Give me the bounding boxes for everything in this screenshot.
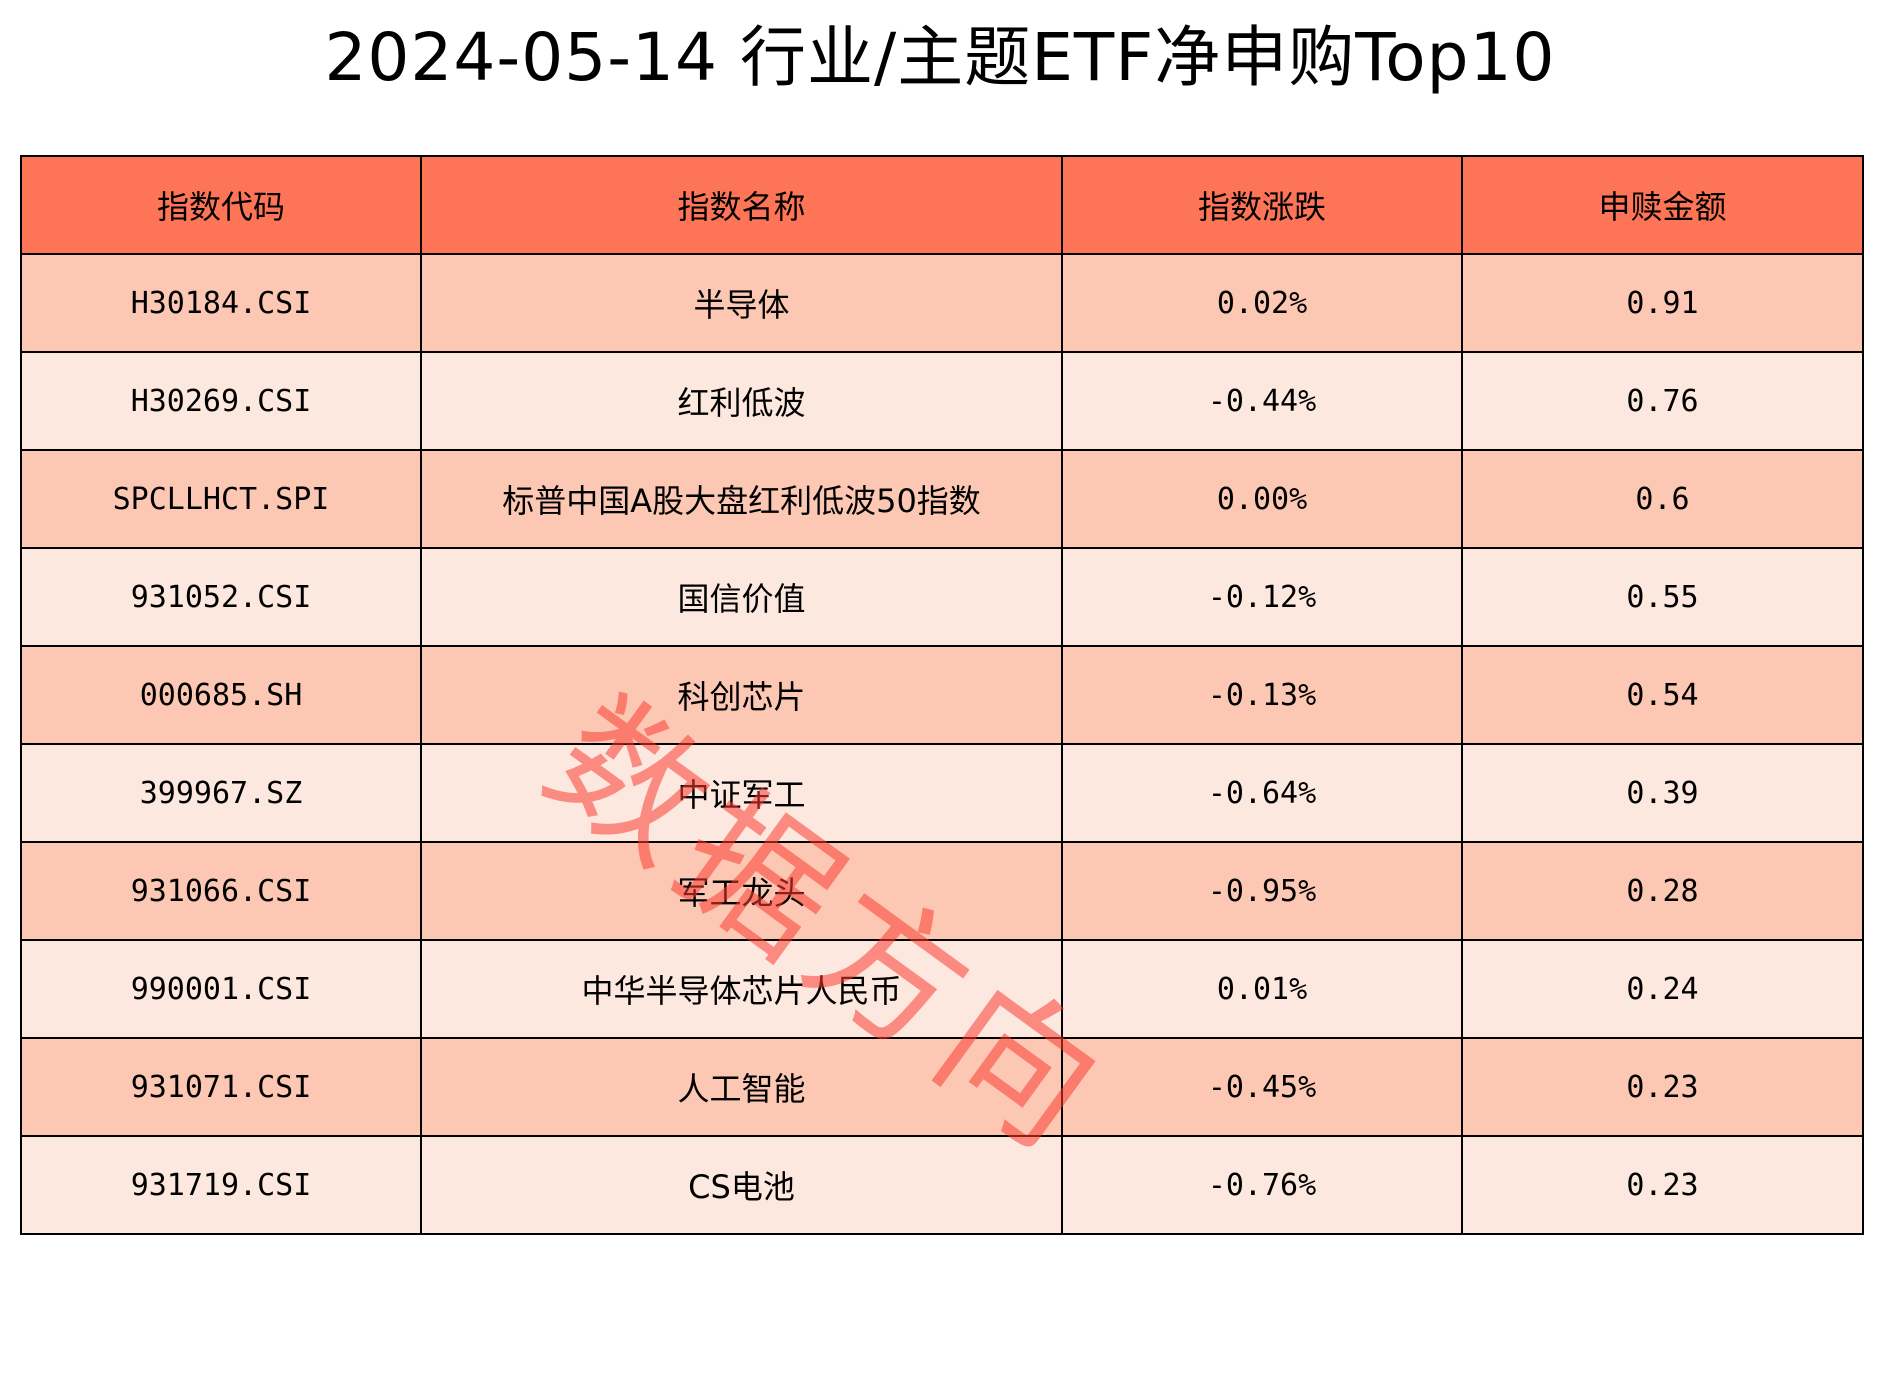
cell-amount: 0.24: [1461, 939, 1864, 1039]
cell-amount: 0.91: [1461, 253, 1864, 353]
cell-name: 人工智能: [420, 1037, 1063, 1137]
cell-code: 931071.CSI: [20, 1037, 422, 1137]
cell-name: 科创芯片: [420, 645, 1063, 745]
cell-change: 0.00%: [1061, 449, 1463, 549]
cell-change: -0.44%: [1061, 351, 1463, 451]
cell-amount: 0.23: [1461, 1135, 1864, 1235]
cell-change: 0.02%: [1061, 253, 1463, 353]
cell-change: -0.64%: [1061, 743, 1463, 843]
cell-name: 军工龙头: [420, 841, 1063, 941]
cell-code: H30269.CSI: [20, 351, 422, 451]
cell-amount: 0.55: [1461, 547, 1864, 647]
chart-title: 2024-05-14 行业/主题ETF净申购Top10: [324, 19, 1556, 96]
cell-amount: 0.39: [1461, 743, 1864, 843]
cell-change: -0.95%: [1061, 841, 1463, 941]
cell-name: 中华半导体芯片人民币: [420, 939, 1063, 1039]
table-row: 931071.CSI 人工智能 -0.45% 0.23: [20, 1037, 1864, 1137]
header-index-code: 指数代码: [20, 155, 422, 255]
cell-name: CS电池: [420, 1135, 1063, 1235]
cell-name: 国信价值: [420, 547, 1063, 647]
cell-change: -0.76%: [1061, 1135, 1463, 1235]
table-row: 399967.SZ 中证军工 -0.64% 0.39: [20, 743, 1864, 843]
header-row: 指数代码 指数名称 指数涨跌 申赎金额: [20, 155, 1864, 255]
cell-name: 红利低波: [420, 351, 1063, 451]
cell-code: 931719.CSI: [20, 1135, 422, 1235]
etf-table: 指数代码 指数名称 指数涨跌 申赎金额 H30184.CSI 半导体 0.02%…: [20, 155, 1864, 1235]
table-row: 931719.CSI CS电池 -0.76% 0.23: [20, 1135, 1864, 1235]
header-index-name: 指数名称: [420, 155, 1063, 255]
cell-name: 标普中国A股大盘红利低波50指数: [420, 449, 1063, 549]
cell-code: SPCLLHCT.SPI: [20, 449, 422, 549]
cell-amount: 0.76: [1461, 351, 1864, 451]
cell-change: 0.01%: [1061, 939, 1463, 1039]
cell-code: 931066.CSI: [20, 841, 422, 941]
table-row: 990001.CSI 中华半导体芯片人民币 0.01% 0.24: [20, 939, 1864, 1039]
table-row: SPCLLHCT.SPI 标普中国A股大盘红利低波50指数 0.00% 0.6: [20, 449, 1864, 549]
cell-change: -0.45%: [1061, 1037, 1463, 1137]
cell-amount: 0.54: [1461, 645, 1864, 745]
table-row: H30269.CSI 红利低波 -0.44% 0.76: [20, 351, 1864, 451]
table-row: 931052.CSI 国信价值 -0.12% 0.55: [20, 547, 1864, 647]
table-row: H30184.CSI 半导体 0.02% 0.91: [20, 253, 1864, 353]
cell-amount: 0.28: [1461, 841, 1864, 941]
cell-code: 931052.CSI: [20, 547, 422, 647]
cell-code: 399967.SZ: [20, 743, 422, 843]
cell-name: 半导体: [420, 253, 1063, 353]
cell-code: H30184.CSI: [20, 253, 422, 353]
cell-amount: 0.23: [1461, 1037, 1864, 1137]
cell-change: -0.13%: [1061, 645, 1463, 745]
header-net-amount: 申赎金额: [1461, 155, 1864, 255]
cell-code: 000685.SH: [20, 645, 422, 745]
cell-amount: 0.6: [1461, 449, 1864, 549]
header-index-change: 指数涨跌: [1061, 155, 1463, 255]
cell-code: 990001.CSI: [20, 939, 422, 1039]
cell-change: -0.12%: [1061, 547, 1463, 647]
cell-name: 中证军工: [420, 743, 1063, 843]
table-row: 931066.CSI 军工龙头 -0.95% 0.28: [20, 841, 1864, 941]
table-row: 000685.SH 科创芯片 -0.13% 0.54: [20, 645, 1864, 745]
